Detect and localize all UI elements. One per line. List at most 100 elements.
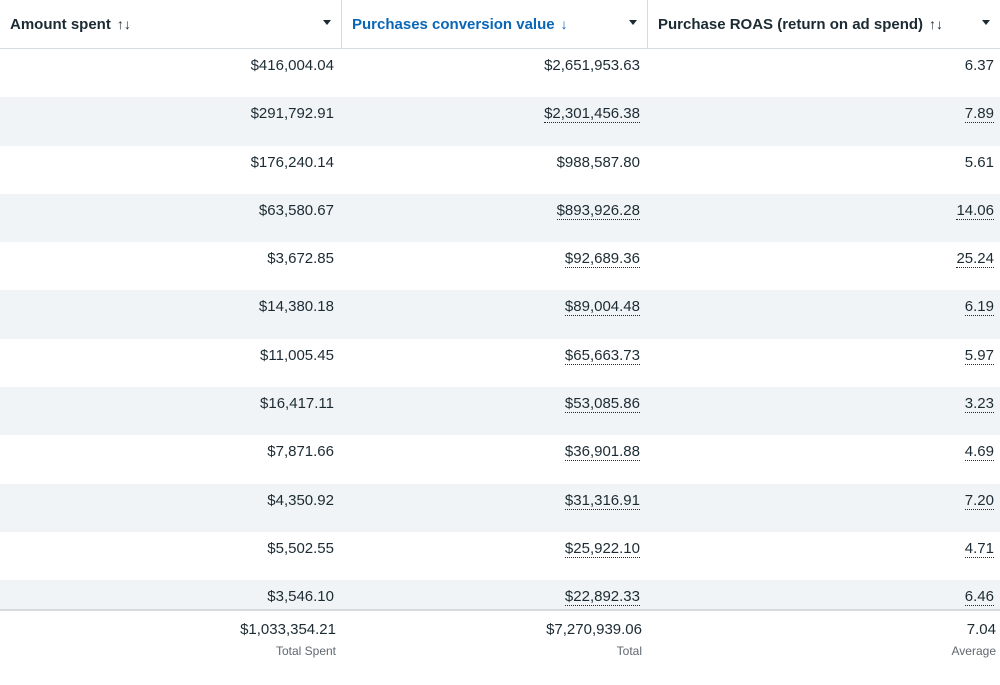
roas-cell: 6.46 [648,580,1000,609]
amount-spent-text: $3,672.85 [267,250,334,268]
amount-spent-cell: $16,417.11 [0,387,342,435]
column-header-label: Amount spent [10,15,111,33]
conversion-value-cell: $53,085.86 [342,387,648,435]
amount-spent-text: $416,004.04 [250,57,334,74]
amount-spent-cell: $416,004.04 [0,49,342,97]
conversion-value-text[interactable]: $65,663.73 [564,346,640,365]
roas-cell: 4.71 [648,532,1000,580]
amount-spent-cell: $3,546.10 [0,580,342,609]
average-roas-label: Average [951,644,996,658]
table-row: $416,004.04 $2,651,953.63 6.37 [0,49,1000,97]
roas-text[interactable]: 3.23 [964,395,994,414]
roas-text[interactable]: 5.97 [964,346,994,365]
conversion-value-text[interactable]: $893,926.28 [556,201,640,220]
amount-spent-cell: $7,871.66 [0,435,342,483]
column-header-purchase-roas[interactable]: Purchase ROAS (return on ad spend) ↑↓ [648,0,1000,48]
roas-cell: 6.19 [648,290,1000,338]
roas-text[interactable]: 6.46 [964,588,994,607]
amount-spent-cell: $4,350.92 [0,484,342,532]
table-row: $7,871.66 $36,901.88 4.69 [0,435,1000,483]
conversion-value-text[interactable]: $53,085.86 [564,395,640,414]
amount-spent-text: $3,546.10 [267,588,334,606]
amount-spent-text: $4,350.92 [267,491,334,509]
conversion-value-cell: $988,587.80 [342,146,648,194]
amount-spent-text: $16,417.11 [260,395,334,413]
table-row: $3,546.10 $22,892.33 6.46 [0,580,1000,609]
amount-spent-cell: $176,240.14 [0,146,342,194]
amount-spent-cell: $291,792.91 [0,97,342,145]
roas-cell: 4.69 [648,435,1000,483]
table-header: Amount spent ↑↓ Purchases conversion val… [0,0,1000,49]
conversion-value-text[interactable]: $25,922.10 [564,539,640,558]
roas-cell: 6.37 [648,49,1000,97]
column-header-purchases-conversion-value[interactable]: Purchases conversion value ↓ [342,0,648,48]
roas-text[interactable]: 25.24 [956,250,994,269]
table-row: $5,502.55 $25,922.10 4.71 [0,532,1000,580]
conversion-value-cell: $2,301,456.38 [342,97,648,145]
conversion-value-cell: $25,922.10 [342,532,648,580]
table-row: $3,672.85 $92,689.36 25.24 [0,242,1000,290]
conversion-value-text[interactable]: $89,004.48 [564,298,640,317]
total-conversion-value: $7,270,939.06 [546,621,642,638]
sort-icon[interactable]: ↑↓ [116,16,131,32]
roas-cell: 3.23 [648,387,1000,435]
conversion-value-text: $988,587.80 [556,153,640,171]
amount-spent-text: $11,005.45 [260,346,334,364]
amount-spent-cell: $63,580.67 [0,194,342,242]
table-row: $291,792.91 $2,301,456.38 7.89 [0,97,1000,146]
roas-text: 6.37 [964,57,994,74]
conversion-value-text[interactable]: $31,316.91 [564,491,640,510]
amount-spent-text: $7,871.66 [267,443,334,461]
table-footer: $1,033,354.21 Total Spent $7,270,939.06 … [0,609,1000,685]
amount-spent-text: $291,792.91 [250,105,334,123]
roas-cell: 25.24 [648,242,1000,290]
column-header-amount-spent[interactable]: Amount spent ↑↓ [0,0,342,48]
roas-cell: 5.97 [648,339,1000,387]
table-row: $176,240.14 $988,587.80 5.61 [0,146,1000,194]
table-row: $14,380.18 $89,004.48 6.19 [0,290,1000,339]
conversion-value-cell: $2,651,953.63 [342,49,648,97]
chevron-down-icon[interactable] [982,20,990,25]
total-value-cell: $7,270,939.06 Total [342,611,648,685]
roas-text[interactable]: 14.06 [956,201,994,220]
conversion-value-cell: $65,663.73 [342,339,648,387]
roas-text[interactable]: 4.71 [964,539,994,558]
amount-spent-cell: $5,502.55 [0,532,342,580]
amount-spent-cell: $11,005.45 [0,339,342,387]
conversion-value-cell: $893,926.28 [342,194,648,242]
roas-text[interactable]: 4.69 [964,443,994,462]
conversion-value-text[interactable]: $22,892.33 [564,588,640,607]
conversion-value-cell: $22,892.33 [342,580,648,609]
table-row: $11,005.45 $65,663.73 5.97 [0,339,1000,387]
amount-spent-text: $176,240.14 [250,153,334,171]
chevron-down-icon[interactable] [323,20,331,25]
sort-icon[interactable]: ↑↓ [929,16,944,32]
table-row: $4,350.92 $31,316.91 7.20 [0,483,1000,532]
total-spent-value: $1,033,354.21 [240,621,336,638]
amount-spent-text: $5,502.55 [267,539,334,557]
conversion-value-text[interactable]: $92,689.36 [564,250,640,269]
column-header-label: Purchase ROAS (return on ad spend) [658,15,924,33]
roas-text[interactable]: 6.19 [964,298,994,317]
total-spent-cell: $1,033,354.21 Total Spent [0,611,342,685]
conversion-value-text[interactable]: $36,901.88 [564,443,640,462]
amount-spent-cell: $14,380.18 [0,290,342,338]
roas-text[interactable]: 7.20 [964,491,994,510]
average-roas-value: 7.04 [966,621,996,638]
roas-cell: 7.89 [648,97,1000,145]
conversion-value-text: $2,651,953.63 [544,57,640,74]
conversion-value-text[interactable]: $2,301,456.38 [544,105,640,124]
roas-cell: 14.06 [648,194,1000,242]
amount-spent-text: $14,380.18 [258,298,334,316]
table-row: $63,580.67 $893,926.28 14.06 [0,193,1000,243]
roas-text[interactable]: 7.89 [964,105,994,124]
chevron-down-icon[interactable] [629,20,637,25]
conversion-value-cell: $31,316.91 [342,484,648,532]
amount-spent-cell: $3,672.85 [0,242,342,290]
total-value-label: Total [616,644,642,658]
conversion-value-cell: $36,901.88 [342,435,648,483]
sort-descending-icon[interactable]: ↓ [560,16,568,32]
total-spent-label: Total Spent [275,644,336,658]
average-roas-cell: 7.04 Average [648,611,1000,685]
